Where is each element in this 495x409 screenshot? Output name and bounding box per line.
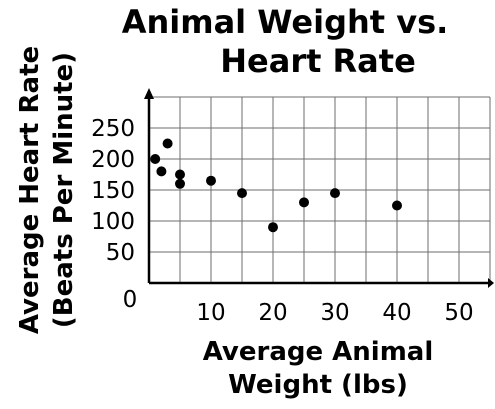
y-axis-label-line-2: (Beats Per Minute)	[49, 52, 79, 328]
data-point	[162, 138, 173, 149]
data-point	[156, 166, 167, 177]
y-tick-label: 100	[91, 209, 135, 235]
y-tick-label: 50	[106, 240, 135, 266]
x-tick-label: 30	[320, 300, 349, 326]
x-axis-arrowhead	[488, 278, 494, 288]
x-tick-label: 40	[382, 300, 411, 326]
y-tick-label: 200	[91, 147, 135, 173]
chart-title-line-2: Heart Rate	[220, 42, 416, 80]
y-tick-labels: 50 100 150 200 250	[91, 116, 135, 266]
data-point	[175, 169, 185, 180]
data-point	[206, 175, 216, 186]
data-point	[175, 178, 185, 189]
data-point	[150, 154, 161, 164]
chart-title-line-1: Animal Weight vs.	[122, 3, 449, 41]
x-tick-labels: 10 20 30 40 50	[196, 300, 473, 326]
data-point	[268, 222, 278, 233]
data-point	[330, 188, 340, 199]
x-axis-label-line-2: Weight (lbs)	[228, 370, 408, 400]
y-tick-label: 250	[91, 116, 135, 142]
x-tick-label: 10	[196, 300, 225, 326]
data-point	[237, 188, 247, 199]
data-points	[150, 138, 402, 233]
y-axis-label-line-1: Average Heart Rate	[15, 46, 45, 334]
axes	[144, 88, 494, 288]
grid	[149, 96, 491, 283]
data-point	[299, 197, 309, 208]
x-axis-label-line-1: Average Animal	[203, 337, 434, 367]
x-tick-label: 20	[258, 300, 287, 326]
x-tick-label: 50	[444, 300, 473, 326]
origin-label: 0	[123, 287, 138, 313]
y-tick-label: 150	[91, 178, 135, 204]
data-point	[392, 200, 402, 211]
y-axis-arrowhead	[144, 88, 154, 99]
